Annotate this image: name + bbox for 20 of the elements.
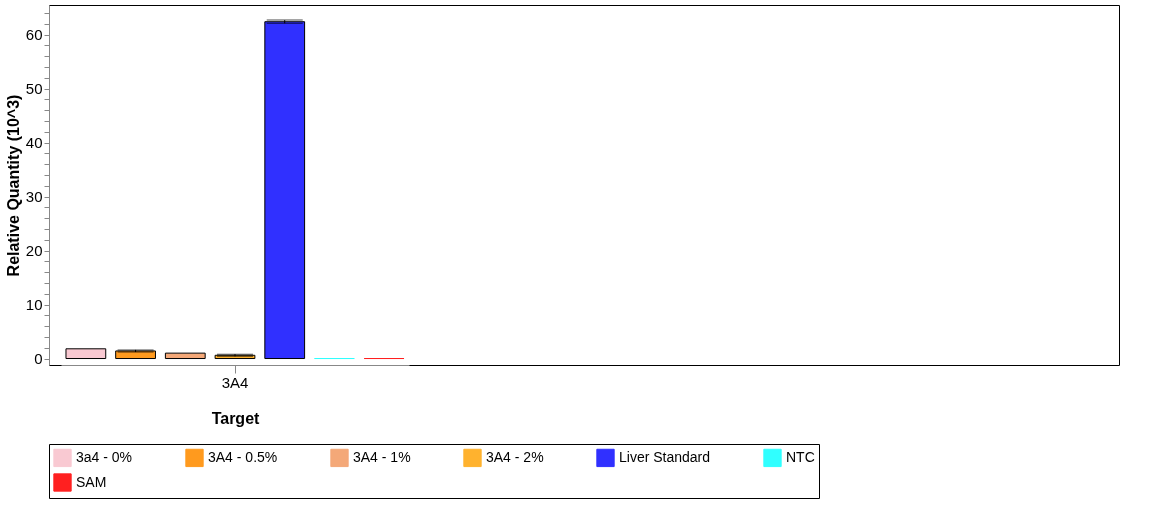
- x-axis-title: Target: [211, 409, 261, 427]
- legend-label: Liver Standard: [619, 448, 711, 465]
- bar: [65, 348, 107, 360]
- legend-label: 3A4 - 2%: [486, 448, 544, 465]
- bar: [264, 21, 306, 360]
- bar: [164, 352, 206, 360]
- y-tick-label: 20: [25, 242, 43, 260]
- y-tick-label: 50: [25, 80, 43, 98]
- y-tick-label: 40: [25, 134, 43, 152]
- legend-label: 3a4 - 0%: [76, 448, 133, 465]
- x-tick-label: 3A4: [221, 373, 249, 391]
- legend-label: 3A4 - 1%: [353, 448, 411, 465]
- legend-label: NTC: [786, 448, 815, 465]
- y-tick-label: 0: [34, 350, 43, 368]
- y-tick-label: 30: [25, 188, 43, 206]
- y-tick-label: 60: [25, 26, 43, 44]
- legend-label: 3A4 - 0.5%: [208, 448, 278, 465]
- y-tick-label: 10: [25, 296, 43, 314]
- y-axis-title: Relative Quantity (10^3): [4, 94, 22, 277]
- legend-label: SAM: [76, 473, 107, 490]
